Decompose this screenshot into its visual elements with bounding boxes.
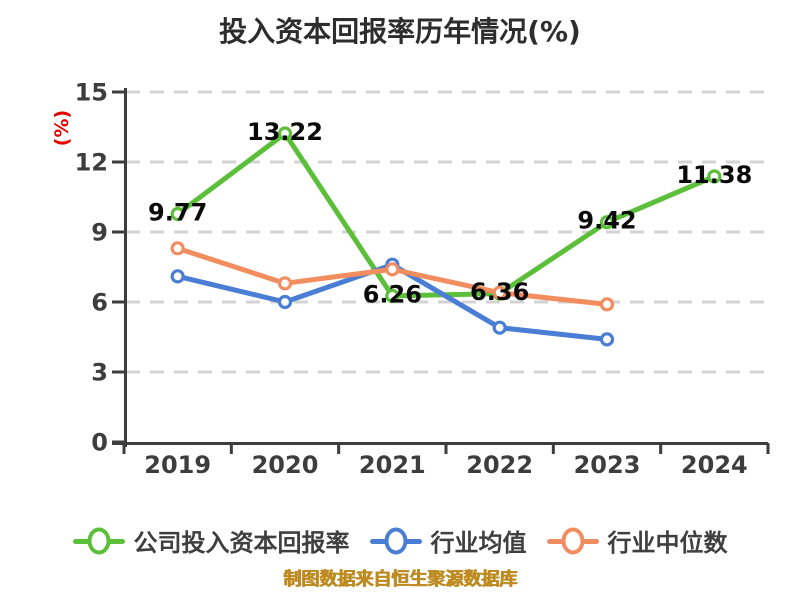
chart-title: 投入资本回报率历年情况(%) [219, 15, 581, 48]
legend-item-label: 行业中位数 [607, 529, 728, 557]
data-source-note: 制图数据来自恒生聚源数据库 [283, 569, 517, 590]
x-tick-label: 2022 [466, 451, 533, 479]
data-point [599, 332, 615, 347]
data-point [492, 320, 507, 335]
data-point [385, 262, 400, 277]
x-tick-label: 2020 [252, 451, 319, 479]
y-tick-label: 0 [91, 429, 108, 457]
data-point-label: 6.26 [363, 280, 422, 308]
x-tick-label: 2023 [574, 451, 641, 479]
y-tick-label: 3 [91, 359, 108, 387]
data-point [170, 206, 185, 222]
data-point [599, 297, 615, 312]
data-point [277, 294, 293, 310]
data-point [707, 169, 722, 184]
line-marker-icon [546, 527, 599, 555]
data-point-label: 11.38 [676, 161, 752, 189]
legend-item-industry-mean[interactable]: 行业均值 [369, 523, 527, 558]
line-marker-icon [369, 527, 422, 555]
x-tick-label: 2019 [144, 451, 211, 479]
data-point [277, 276, 293, 291]
y-tick-label: 9 [91, 219, 108, 247]
data-point [170, 241, 185, 256]
legend-item-label: 公司投入资本回报率 [133, 529, 350, 557]
legend-item-company-roic[interactable]: 公司投入资本回报率 [72, 523, 350, 558]
legend-item-label: 行业均值 [430, 529, 527, 557]
x-tick-label: 2024 [681, 451, 748, 479]
y-tick-label: 12 [75, 149, 108, 177]
data-point [492, 285, 507, 300]
data-point-label: 9.77 [148, 199, 207, 227]
line-marker-icon [72, 527, 125, 555]
y-tick-label: 15 [75, 79, 108, 107]
data-point [170, 269, 185, 284]
y-tick-label: 6 [91, 289, 108, 317]
data-point-label: 9.42 [577, 207, 636, 235]
data-point [599, 215, 615, 230]
legend: 公司投入资本回报率 行业均值 行业中位数 [0, 523, 800, 558]
data-point-label: 13.22 [247, 118, 323, 146]
data-point [385, 288, 400, 304]
legend-item-industry-median[interactable]: 行业中位数 [546, 523, 728, 558]
x-tick-label: 2021 [359, 451, 426, 479]
data-point-label: 6.36 [470, 278, 529, 306]
data-point [277, 126, 293, 141]
